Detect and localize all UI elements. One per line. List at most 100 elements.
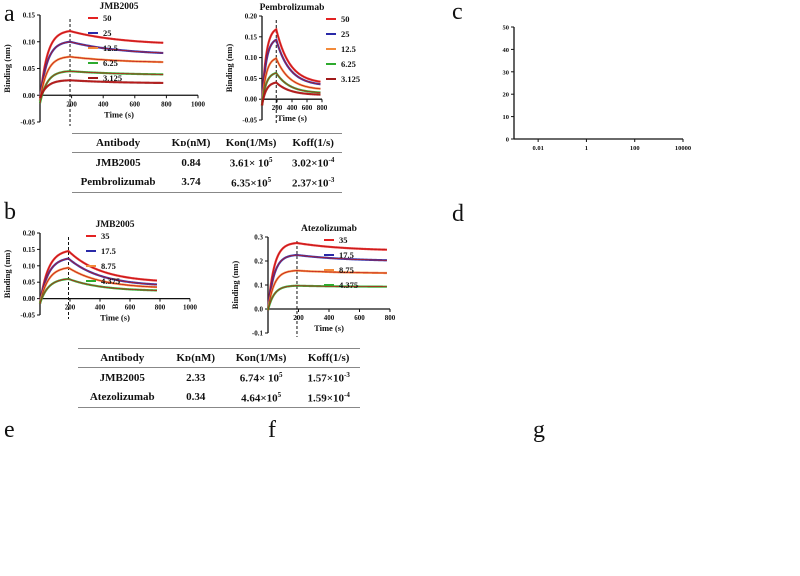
y-tick-label: 20 [503,92,510,99]
sensorgram-trace [260,71,321,106]
sensorgram-trace [38,249,158,304]
kd-cell: 0.84 [181,156,201,169]
x-tick-label: 800 [161,100,172,108]
chart-title: Atezolizumab [301,224,357,234]
kon-cell: 6.35×105 [231,175,272,190]
panel-label-g: g [533,417,545,443]
x-axis-label: Time (s) [277,113,307,123]
x-tick-label: 200 [293,314,304,322]
x-tick-label: 800 [385,314,396,322]
y-axis-label: Binding (nm) [230,261,240,310]
legend-label: 12.5 [341,44,356,54]
y-tick-label: 0.3 [254,234,263,242]
koff-cell: 3.02×10-4 [291,156,335,170]
table-row: JMB2005 0.84 3.61× 105 3.02×10-4 [72,153,342,173]
table-row: JMB2005 2.33 6.74× 105 1.57×10-3 [78,368,360,388]
y-tick-label: 0.00 [23,92,36,100]
panel-label-d: d [452,201,464,227]
x-tick-label: 200 [65,304,76,312]
x-tick-label: 100 [630,145,640,152]
table-row: Pembrolizumab 3.74 6.35×105 2.37×10-3 [72,173,342,193]
y-tick-label: 0 [506,137,509,144]
legend-label: 3.125 [341,74,360,84]
y-tick-label: 40 [503,47,510,54]
x-tick-label: 400 [287,104,298,112]
sensorgram-trace [266,284,387,311]
chart-a2-axes: -0.05 0.00 0.05 0.10 0.15 0.20 200 400 600 800 Tim… [224,3,360,125]
fit-curve [39,41,164,101]
x-tick-label: 600 [302,104,313,112]
legend-label: 35 [101,231,110,241]
table-header: Antibody [100,352,145,364]
legend-label: 17.5 [101,246,116,256]
y-tick-label: 0.05 [23,279,36,287]
y-tick-label: 0.20 [245,13,258,21]
y-tick-label: 0.05 [245,75,258,83]
x-tick-label: 1000 [183,304,198,312]
legend-label: 8.75 [101,261,116,271]
x-tick-label: 400 [98,100,109,108]
kon-cell: 4.64×105 [241,390,282,405]
table-header: Kon(1/Ms) [235,352,287,364]
y-tick-label: 0.15 [245,33,258,41]
fit-curve [267,270,387,311]
chart-title: Pembrolizumab [260,3,325,13]
chart-a1-axes: -0.05 0.00 0.05 0.10 0.15 200 400 600 800 1000 Tim… [2,2,206,127]
antibody-cell: Atezolizumab [89,391,155,404]
legend-label: 3.125 [103,73,122,83]
fit-curve [261,28,321,106]
table-header: Kᴅ(nM) [171,137,211,149]
chart-b1-axes: -0.05 0.00 0.05 0.10 0.15 0.20 200 400 600 800 100… [2,220,198,323]
y-tick-label: 0.0 [254,306,263,314]
legend-label: 50 [341,14,350,24]
fit-curve [267,242,387,311]
panel-label-a: a [4,1,15,27]
x-axis-label: Time (s) [100,313,130,323]
antibody-cell: JMB2005 [99,371,145,384]
sensorgram-trace [266,253,387,311]
fit-curve [39,267,158,304]
x-tick-label: 200 [272,104,283,112]
x-tick-label: 600 [130,100,141,108]
antibody-cell: JMB2005 [95,156,141,169]
kinetics-table-a: Antibody Kᴅ(nM) Kon(1/Ms) Koff(1/s) JMB2… [72,133,342,193]
y-tick-label: 0.20 [23,230,36,238]
fit-curve [39,70,164,104]
kon-cell: 3.61× 105 [229,156,273,170]
panel-label-f: f [268,417,276,443]
x-tick-label: 200 [66,100,77,108]
panel-label-c: c [452,0,463,25]
sensorgram-trace [38,40,164,101]
koff-cell: 1.59×10-4 [307,390,350,405]
chart-b2-axes: -0.1 0.0 0.1 0.2 0.3 200 400 600 800 Time (s) Bind… [230,224,396,338]
fit-curve [261,57,321,106]
y-tick-label: 0.10 [23,38,36,46]
antibody-cell: Pembrolizumab [80,176,156,189]
legend-label: 50 [103,13,112,23]
kon-cell: 6.74× 105 [239,371,283,385]
legend-label: 25 [341,29,350,39]
legend-label: 4.375 [101,276,120,286]
table-row: Atezolizumab 0.34 4.64×105 1.59×10-4 [78,388,360,408]
y-tick-label: 0.00 [23,295,36,303]
y-axis-label: Binding (nm) [2,44,12,93]
y-tick-label: 50 [503,25,510,32]
legend-label: 6.25 [103,58,118,68]
legend-label: 35 [339,235,348,245]
kd-cell: 0.34 [186,391,206,404]
table-header: Antibody [96,137,141,149]
x-tick-label: 400 [324,314,335,322]
fit-curve [39,30,164,101]
table-header: Koff(1/s) [307,352,350,364]
y-tick-label: 0.10 [23,262,36,270]
sensorgram-trace [38,55,164,101]
sensorgram-trace [266,241,387,311]
kd-cell: 2.33 [186,371,206,384]
y-tick-label: 30 [503,69,510,76]
x-axis-label: Time (s) [314,323,344,333]
table-header: Koff(1/s) [292,137,334,149]
x-tick-label: 1 [585,145,588,152]
x-tick-label: 0.01 [532,145,543,152]
x-tick-label: 10000 [675,145,691,152]
